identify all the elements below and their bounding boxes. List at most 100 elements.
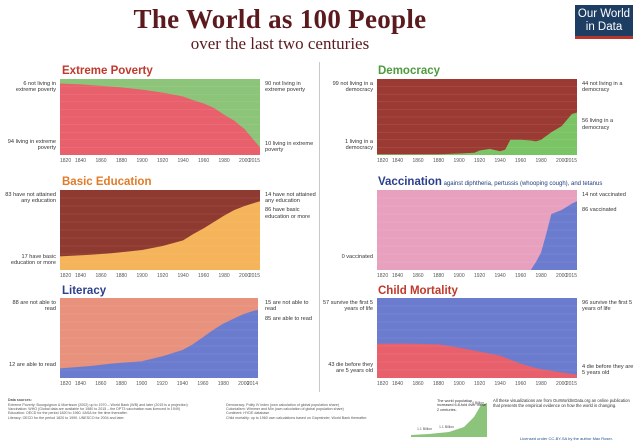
column-divider [319,62,320,392]
population-note: The world population increased 6.8-fold … [437,399,486,412]
democracy-tick-label: 1940 [495,158,506,164]
literacy-label-right-bottom: 85 are able to read [265,316,312,322]
vaccination-label-right-bottom: 86 vaccinated [582,207,617,214]
education-tick-label: 1960 [198,273,209,279]
mortality-tick-label: 1940 [495,381,506,387]
democracy-tick-label: 1860 [412,158,423,164]
page-title: The World as 100 People [133,4,427,34]
literacy-label-left-bottom: 12 are able to read [9,362,56,368]
democracy-tick-label: 1960 [515,158,526,164]
mortality-tick-label: 1960 [515,381,526,387]
footer-sources: Data sources: Extreme Poverty: Bourguign… [8,398,408,420]
page-subtitle: over the last two centuries [190,34,370,53]
mortality-bottom-area [377,343,577,378]
literacy-tick-label: 2014 [247,381,258,387]
poverty-bottom-area [60,83,260,155]
poverty-tick-label: 1820 [60,158,71,164]
footer-license[interactable]: Licensed under CC-BY-SA by the author Ma… [520,436,613,441]
our-world-in-data-logo[interactable]: Our World in Data [575,5,633,39]
poverty-label-right-bottom: 10 living in extreme poverty [265,141,314,154]
mortality-label-right-top: 96 survive the first 5 years of life [582,300,633,313]
vaccination-tick-label: 1880 [433,273,444,279]
education-label-left-bottom: 17 have basic education or more [10,254,56,267]
education-bottom-area [60,201,260,270]
literacy-tick-label: 2000 [238,381,249,387]
democracy-tick-label: 1920 [474,158,485,164]
sources-heading: Data sources: [8,398,32,402]
literacy-chart-title: Literacy [62,285,106,297]
education-title-text: Basic Education [62,176,152,188]
literacy-tick-label: 1980 [218,381,229,387]
poverty-tick-label: 1980 [219,158,230,164]
vaccination-tick-label: 1940 [495,273,506,279]
vaccination-tick-label: 2015 [566,273,577,279]
democracy-tick-label: 2000 [556,158,567,164]
sources-right: Democracy: Polity IV index (own calculat… [226,403,368,420]
education-chart: 1820 1840 1860 1880 1900 1920 1940 1960 1980 2000… [60,190,260,279]
democracy-label-left-bottom: 1 living in a democracy [345,139,373,152]
literacy-label-right-top: 15 are not able to read [265,300,309,313]
logo-line-1: Our World [577,8,631,20]
education-tick-label: 1920 [157,273,168,279]
population-growth-chart: 7.4 Billion 1.1 Billion 1.1 Billion [411,401,487,437]
poverty-tick-label: 2015 [249,158,260,164]
democracy-label-right-top: 44 not living in a democracy [582,81,623,94]
literacy-tick-label: 1840 [75,381,86,387]
mortality-label-right-bottom: 4 die before they are 5 years old [582,364,634,377]
education-label-left-top: 83 have not attained any education [5,192,56,205]
poverty-tick-label: 1840 [75,158,86,164]
literacy-chart: 1820 1840 1860 1880 1900 1920 1940 1960 1980 2000… [60,298,258,387]
education-tick-label: 1880 [116,273,127,279]
literacy-tick-label: 1860 [95,381,106,387]
education-tick-label: 1840 [75,273,86,279]
vaccination-tick-label: 1820 [377,273,388,279]
footer-about: All these visualizations are from OurWor… [493,398,630,408]
vaccination-tick-label: 1900 [453,273,464,279]
mortality-tick-label: 2015 [566,381,577,387]
vaccination-title-note: against diphtheria, pertussis (whooping … [441,181,603,187]
mortality-tick-label: 1980 [536,381,547,387]
literacy-tick-label: 1900 [136,381,147,387]
vaccination-tick-label: 1920 [474,273,485,279]
mortality-tick-label: 1920 [474,381,485,387]
poverty-tick-label: 2000 [239,158,250,164]
education-label-right-top: 14 have not attained any education [265,192,316,205]
literacy-bottom-area [60,310,258,378]
education-chart-title: Basic Education [62,176,151,188]
poverty-title-text: Extreme Poverty [62,65,153,77]
sources-left: Extreme Poverty: Bourguignon & Morrisson… [8,403,188,420]
population-growth-box: 7.4 Billion 1.1 Billion 1.1 Billion The … [409,399,489,439]
mortality-label-left-bottom: 43 die before they are 5 years old [328,362,373,375]
poverty-chart: 1820 1840 1860 1880 1900 1920 1940 1960 1980 2000… [60,79,260,164]
poverty-tick-label: 1880 [116,158,127,164]
mortality-tick-label: 1840 [392,381,403,387]
literacy-tick-label: 1920 [156,381,167,387]
democracy-tick-label: 2015 [566,158,577,164]
literacy-tick-label: 1940 [177,381,188,387]
vaccination-tick-label: 1960 [515,273,526,279]
vaccination-title-text: Vaccination [378,176,442,188]
mortality-title-text: Child Mortality [378,285,458,297]
poverty-tick-label: 1960 [198,158,209,164]
democracy-tick-label: 1880 [433,158,444,164]
vaccination-chart-title: Vaccination against diphtheria, pertussi… [378,176,602,188]
vaccination-bottom-area [377,201,577,270]
poverty-tick-label: 1940 [178,158,189,164]
poverty-tick-label: 1860 [95,158,106,164]
pop-label-left: 1.1 Billion [417,427,432,431]
education-tick-label: 1980 [219,273,230,279]
education-tick-label: 2015 [249,273,260,279]
pop-label-mid: 1.1 Billion [439,425,454,429]
literacy-title-text: Literacy [62,285,107,297]
mortality-tick-label: 1880 [433,381,444,387]
democracy-tick-label: 1900 [453,158,464,164]
democracy-bottom-area [377,112,577,155]
education-tick-label: 1900 [136,273,147,279]
education-tick-label: 1820 [60,273,71,279]
vaccination-tick-label: 1980 [536,273,547,279]
education-tick-label: 1940 [178,273,189,279]
poverty-tick-label: 1920 [157,158,168,164]
democracy-chart: 1820 1840 1860 1880 1900 1920 1940 1960 1980 2000… [377,79,577,164]
mortality-chart: 1820 1840 1860 1880 1900 1920 1940 1960 1980 2000… [377,298,577,387]
poverty-label-left-top: 6 not living in extreme poverty [15,81,56,94]
